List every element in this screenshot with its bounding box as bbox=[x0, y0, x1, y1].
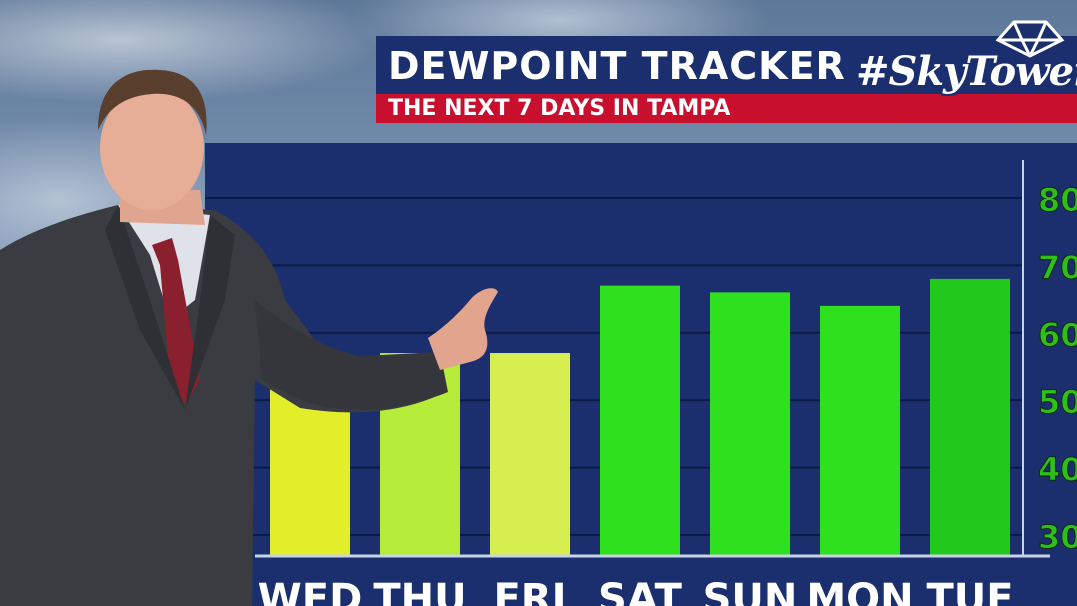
bar-mon bbox=[820, 305, 900, 555]
x-tick-wed: WED bbox=[258, 576, 363, 606]
chart-subtitle: THE NEXT 7 DAYS IN TAMPA bbox=[388, 96, 731, 121]
x-tick-sun: SUN bbox=[703, 576, 798, 606]
bar-sun bbox=[710, 292, 790, 555]
subtitle-panel bbox=[376, 94, 1077, 123]
chart-title: DEWPOINT TRACKER bbox=[388, 44, 846, 88]
y-tick-30: 30° bbox=[1038, 518, 1077, 556]
x-tick-fri: FRI bbox=[493, 576, 566, 606]
bars bbox=[270, 278, 1010, 555]
bar-fri bbox=[490, 353, 570, 555]
bar-tue bbox=[930, 278, 1010, 555]
bar-sat bbox=[600, 285, 680, 555]
x-tick-tue: TUE bbox=[926, 576, 1013, 606]
skytower-brand-text: #SkyTower bbox=[856, 48, 1077, 95]
presenter-icon bbox=[0, 69, 498, 606]
y-tick-70: 70° bbox=[1038, 248, 1077, 286]
tower-diamond-icon bbox=[995, 20, 1065, 58]
x-tick-thu: THU bbox=[373, 576, 466, 606]
y-tick-labels: 30° 40° 50° 60° 70° 80° bbox=[1038, 181, 1077, 557]
x-tick-mon: MON bbox=[806, 576, 913, 606]
y-tick-50: 50° bbox=[1038, 383, 1077, 421]
y-tick-60: 60° bbox=[1038, 316, 1077, 354]
x-tick-sat: SAT bbox=[598, 576, 683, 606]
skytower-logo bbox=[995, 20, 1065, 58]
y-tick-40: 40° bbox=[1038, 451, 1077, 489]
y-tick-80: 80° bbox=[1038, 181, 1077, 219]
title-panel bbox=[376, 36, 1077, 94]
x-tick-labels: WED THU FRI SAT SUN MON TUE bbox=[258, 576, 1014, 606]
